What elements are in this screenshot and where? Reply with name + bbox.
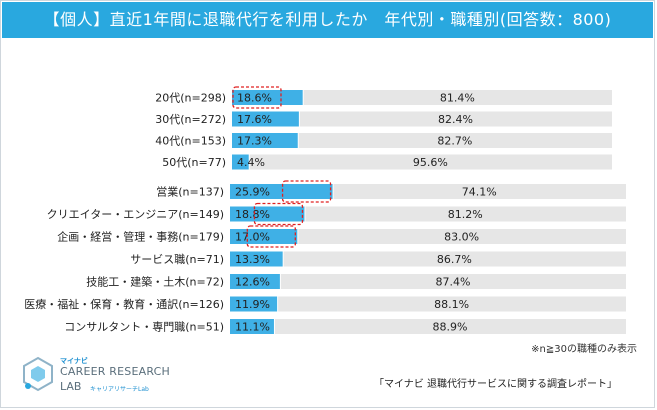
not-used-bar: [274, 319, 626, 334]
used-value-label: 11.1%: [235, 321, 270, 334]
highlight-box: [253, 202, 304, 226]
not-used-value-label: 88.9%: [433, 321, 468, 334]
category-label: 20代(n=298): [155, 92, 226, 105]
category-label: 技能工・建築・土木(n=72): [86, 275, 224, 289]
category-label: 40代(n=153): [155, 135, 226, 148]
used-value-label: 25.9%: [235, 186, 270, 199]
not-used-value-label: 87.4%: [435, 276, 470, 289]
used-value-label: 13.3%: [235, 253, 270, 266]
not-used-bar: [303, 90, 612, 105]
category-label: コンサルタント・専門職(n=51): [64, 321, 224, 334]
category-label: 30代(n=272): [155, 113, 226, 126]
used-value-label: 18.6%: [237, 92, 272, 105]
used-value-label: 18.8%: [235, 208, 270, 221]
not-used-value-label: 86.7%: [437, 253, 472, 266]
not-used-value-label: 88.1%: [434, 298, 469, 311]
logo-sub-text: キャリアリサーチLab: [90, 386, 149, 393]
not-used-value-label: 83.0%: [444, 231, 479, 244]
not-used-bar: [283, 251, 626, 267]
not-used-value-label: 74.1%: [462, 186, 497, 199]
used-bar: [230, 184, 333, 199]
used-bar: [230, 296, 278, 312]
used-bar: [230, 319, 274, 334]
used-value-label: 11.9%: [235, 298, 270, 311]
category-label: 企画・経営・管理・事務(n=179): [57, 230, 224, 244]
not-used-value-label: 81.4%: [440, 92, 475, 105]
used-value-label: 4.4%: [237, 156, 265, 169]
logo-brand-small: マイナビ: [60, 357, 88, 365]
used-bar: [230, 206, 305, 222]
not-used-bar: [298, 133, 612, 148]
category-label: クリエイター・エンジニア(n=149): [47, 208, 224, 221]
bar-row: 医療・福祉・保育・教育・通訳(n=126) 11.9% 88.1%: [24, 296, 626, 312]
not-used-bar: [299, 111, 612, 127]
category-label: 営業(n=137): [156, 185, 224, 199]
logo: マイナビ CAREER RESEARCH LAB キャリアリサーチLab: [20, 356, 170, 400]
bar-row: 40代(n=153) 17.3% 82.7%: [155, 133, 612, 148]
bar-row: 30代(n=272) 17.6% 82.4%: [155, 111, 612, 127]
not-used-bar: [278, 296, 626, 312]
not-used-bar: [280, 274, 626, 289]
not-used-bar: [333, 184, 626, 199]
footnote: ※n≧30の職種のみ表示: [531, 344, 637, 355]
bar-row: 企画・経営・管理・事務(n=179) 17.0% 83.0%: [57, 225, 626, 248]
bar-row: サービス職(n=71) 13.3% 86.7%: [130, 251, 626, 267]
used-bar: [232, 90, 303, 105]
bar-row: コンサルタント・専門職(n=51) 11.1% 88.9%: [64, 319, 626, 334]
source-citation: 「マイナビ 退職代行サービスに関する調査レポート」: [374, 379, 617, 390]
category-label: 50代(n=77): [162, 156, 226, 169]
category-label: サービス職(n=71): [130, 253, 224, 266]
used-value-label: 17.0%: [235, 231, 270, 244]
used-value-label: 12.6%: [235, 276, 270, 289]
not-used-value-label: 81.2%: [448, 208, 483, 221]
bar-row: 営業(n=137) 25.9% 74.1%: [156, 180, 626, 203]
logo-lab-text: LAB: [60, 380, 82, 393]
highlight-box: [281, 180, 332, 203]
highlight-box: [246, 225, 296, 248]
used-bar: [230, 274, 280, 289]
used-bar: [232, 111, 299, 127]
not-used-bar: [305, 206, 626, 222]
used-value-label: 17.6%: [237, 113, 272, 126]
not-used-value-label: 82.4%: [438, 113, 473, 126]
used-bar: [230, 251, 283, 267]
logo-hexagon-icon: [23, 356, 53, 392]
logo-main-text: CAREER RESEARCH: [60, 365, 170, 378]
bar-row: 20代(n=298) 18.6% 81.4%: [155, 86, 612, 109]
bar-row: クリエイター・エンジニア(n=149) 18.8% 81.2%: [47, 202, 626, 226]
not-used-value-label: 82.7%: [437, 135, 472, 148]
used-bar: [232, 133, 298, 148]
used-bar: [232, 154, 249, 170]
chart-title: 【個人】直近1年間に退職代行を利用したか 年代別・職種別(回答数：800): [2, 2, 653, 38]
not-used-bar: [298, 229, 626, 244]
bar-row: 50代(n=77) 4.4% 95.6%: [162, 154, 612, 170]
not-used-value-label: 95.6%: [413, 156, 448, 169]
not-used-bar: [249, 154, 612, 170]
used-value-label: 17.3%: [237, 135, 272, 148]
category-label: 医療・福祉・保育・教育・通訳(n=126): [24, 297, 224, 311]
highlight-box: [232, 86, 282, 109]
bar-row: 技能工・建築・土木(n=72) 12.6% 87.4%: [86, 274, 626, 289]
